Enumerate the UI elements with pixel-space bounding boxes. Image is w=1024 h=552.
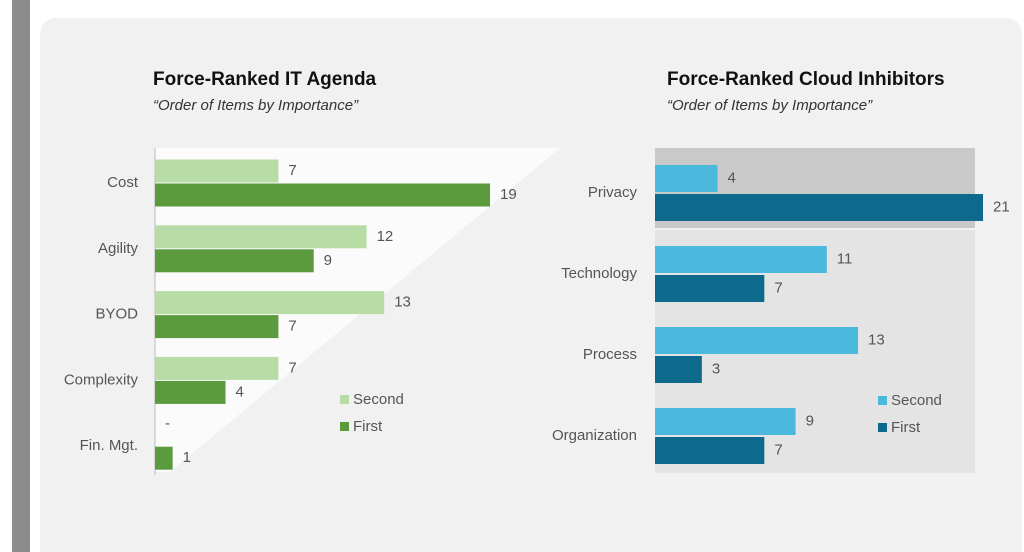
bar bbox=[655, 327, 859, 354]
bar bbox=[655, 194, 983, 221]
bar bbox=[155, 315, 279, 339]
value-label: - bbox=[165, 415, 170, 432]
legend-swatch bbox=[340, 422, 349, 431]
bar bbox=[155, 159, 279, 183]
value-label: 4 bbox=[236, 383, 244, 400]
value-label: 3 bbox=[712, 360, 720, 377]
bar bbox=[155, 446, 173, 470]
category-label: Organization bbox=[552, 427, 637, 444]
bar bbox=[155, 249, 314, 273]
bar bbox=[655, 165, 718, 192]
legend-swatch bbox=[878, 396, 887, 405]
legend-swatch bbox=[878, 423, 887, 432]
value-label: 9 bbox=[806, 412, 814, 429]
value-label: 7 bbox=[774, 279, 782, 296]
category-label: Cost bbox=[107, 174, 139, 191]
chart-subtitle: “Order of Items by Importance” bbox=[667, 97, 873, 114]
bar bbox=[155, 183, 490, 207]
chart-subtitle: “Order of Items by Importance” bbox=[153, 97, 359, 114]
bar bbox=[155, 356, 279, 380]
bar bbox=[655, 408, 796, 435]
value-label: 9 bbox=[324, 252, 332, 269]
category-label: Process bbox=[583, 346, 637, 363]
legend-swatch bbox=[340, 395, 349, 404]
value-label: 13 bbox=[868, 331, 885, 348]
value-label: 1 bbox=[183, 449, 191, 466]
value-label: 21 bbox=[993, 198, 1010, 215]
category-label: Fin. Mgt. bbox=[80, 437, 138, 454]
bar bbox=[655, 437, 765, 464]
bar bbox=[155, 291, 385, 315]
category-label: BYOD bbox=[95, 306, 138, 323]
value-label: 7 bbox=[288, 359, 296, 376]
legend-label: First bbox=[891, 419, 921, 436]
category-label: Privacy bbox=[588, 184, 638, 201]
category-label: Technology bbox=[561, 265, 637, 282]
legend-label: Second bbox=[891, 392, 942, 409]
value-label: 7 bbox=[774, 441, 782, 458]
value-label: 4 bbox=[727, 169, 735, 186]
value-label: 19 bbox=[500, 186, 517, 203]
category-label: Complexity bbox=[64, 371, 139, 388]
legend-label: Second bbox=[353, 391, 404, 408]
chart-title: Force-Ranked IT Agenda bbox=[153, 69, 377, 90]
legend-label: First bbox=[353, 418, 383, 435]
side-strip bbox=[12, 0, 30, 552]
bar bbox=[655, 275, 765, 302]
bar bbox=[155, 225, 367, 249]
value-label: 12 bbox=[377, 228, 394, 245]
value-label: 7 bbox=[288, 162, 296, 179]
bar bbox=[655, 246, 827, 273]
value-label: 11 bbox=[837, 250, 853, 267]
category-label: Agility bbox=[98, 240, 139, 257]
bar bbox=[655, 356, 702, 383]
bar bbox=[155, 380, 226, 404]
chart-title: Force-Ranked Cloud Inhibitors bbox=[667, 69, 945, 90]
value-label: 13 bbox=[394, 294, 411, 311]
value-label: 7 bbox=[288, 318, 296, 335]
